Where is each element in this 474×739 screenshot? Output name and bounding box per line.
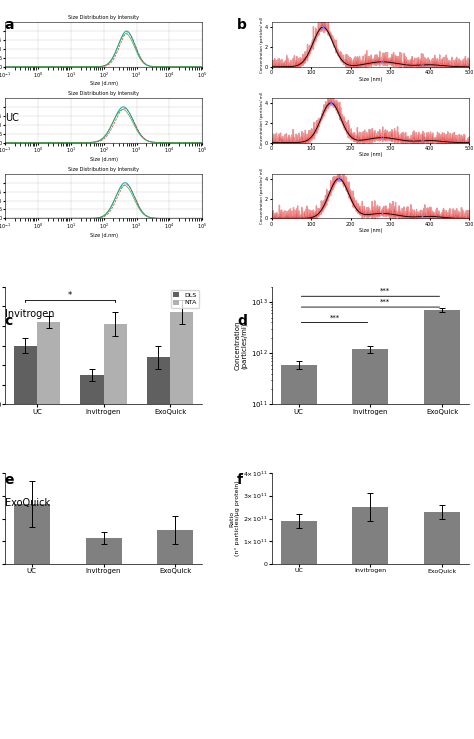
Text: ***: *** bbox=[329, 314, 339, 320]
Text: ***: *** bbox=[380, 299, 390, 305]
Text: d: d bbox=[237, 314, 247, 328]
X-axis label: Size (d.nm): Size (d.nm) bbox=[90, 81, 118, 86]
Bar bbox=[14, 346, 37, 404]
X-axis label: Size (nm): Size (nm) bbox=[359, 152, 382, 157]
Y-axis label: Concentration (particles/ ml): Concentration (particles/ ml) bbox=[260, 92, 264, 149]
Bar bbox=[424, 310, 460, 739]
Title: Size Distribution by Intensity: Size Distribution by Intensity bbox=[68, 91, 139, 96]
Bar bbox=[86, 538, 121, 565]
Legend: DLS, NTA: DLS, NTA bbox=[171, 290, 199, 308]
Bar bbox=[14, 504, 50, 565]
Bar bbox=[424, 511, 460, 565]
X-axis label: Size (nm): Size (nm) bbox=[359, 228, 382, 234]
Bar bbox=[281, 364, 317, 739]
Text: c: c bbox=[5, 314, 13, 328]
Bar bbox=[147, 358, 170, 404]
Text: ExoQuick: ExoQuick bbox=[5, 497, 50, 508]
Text: UC: UC bbox=[5, 113, 18, 123]
Y-axis label: Concentration
(particles/ml): Concentration (particles/ml) bbox=[234, 321, 248, 370]
Bar bbox=[80, 375, 104, 404]
Bar bbox=[353, 350, 388, 739]
Title: Size Distribution by Intensity: Size Distribution by Intensity bbox=[68, 167, 139, 172]
Bar bbox=[353, 507, 388, 565]
Y-axis label: Concentration (particles/ ml): Concentration (particles/ ml) bbox=[260, 16, 264, 72]
X-axis label: Size (d.nm): Size (d.nm) bbox=[90, 233, 118, 237]
Y-axis label: Ratio
(n° particles/μg protein): Ratio (n° particles/μg protein) bbox=[229, 481, 240, 556]
Y-axis label: Concentration (particles/ ml): Concentration (particles/ ml) bbox=[260, 168, 264, 224]
Bar bbox=[104, 324, 127, 404]
Text: e: e bbox=[5, 473, 14, 487]
Text: a: a bbox=[5, 18, 14, 33]
Title: Size Distribution by Intensity: Size Distribution by Intensity bbox=[68, 16, 139, 21]
X-axis label: Size (nm): Size (nm) bbox=[359, 77, 382, 81]
Bar bbox=[157, 530, 193, 565]
Text: *: * bbox=[68, 290, 73, 299]
Bar bbox=[281, 521, 317, 565]
X-axis label: Size (d.nm): Size (d.nm) bbox=[90, 157, 118, 162]
Bar bbox=[170, 312, 193, 404]
Text: f: f bbox=[237, 473, 243, 487]
Text: b: b bbox=[237, 18, 247, 33]
Text: Invitrogen: Invitrogen bbox=[5, 309, 54, 319]
Bar bbox=[37, 322, 60, 404]
Text: ***: *** bbox=[380, 288, 390, 294]
